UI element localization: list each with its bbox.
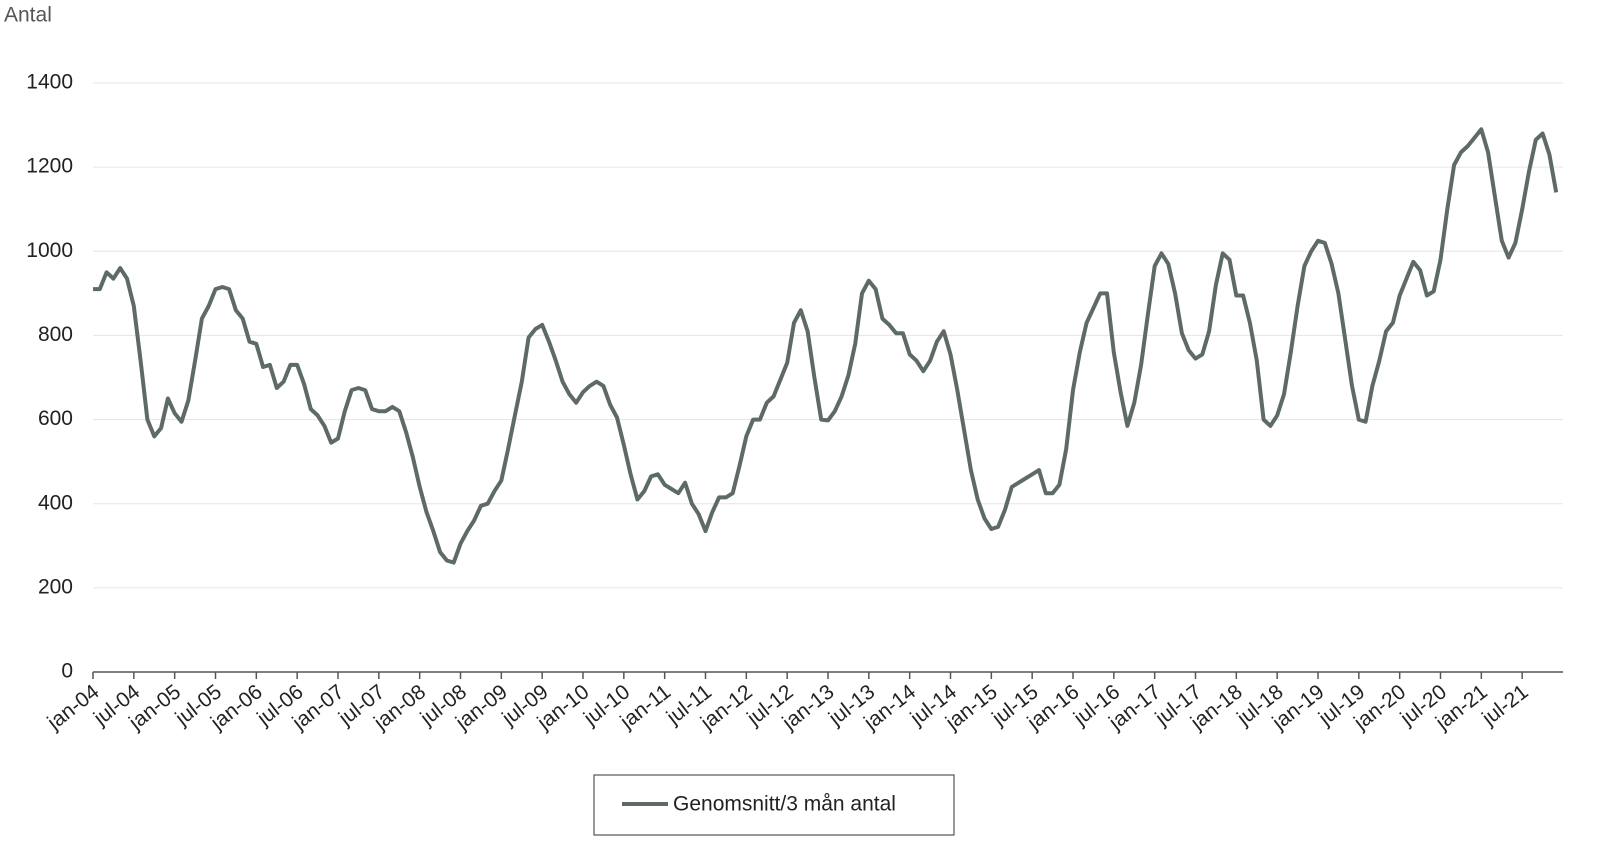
legend-label: Genomsnitt/3 mån antal: [673, 793, 896, 816]
y-tick-label: 1000: [26, 239, 73, 262]
y-tick-label: 200: [38, 575, 73, 598]
y-tick-label: 800: [38, 323, 73, 346]
y-tick-label: 1400: [26, 71, 73, 94]
x-tick-label: jul-21: [1477, 680, 1532, 730]
y-tick-label: 1200: [26, 155, 73, 178]
line-series: [93, 127, 1559, 565]
y-axis-label: Antal: [4, 4, 52, 27]
y-tick-label: 400: [38, 491, 73, 514]
y-tick-label: 600: [38, 407, 73, 430]
y-tick-label: 0: [61, 660, 73, 683]
